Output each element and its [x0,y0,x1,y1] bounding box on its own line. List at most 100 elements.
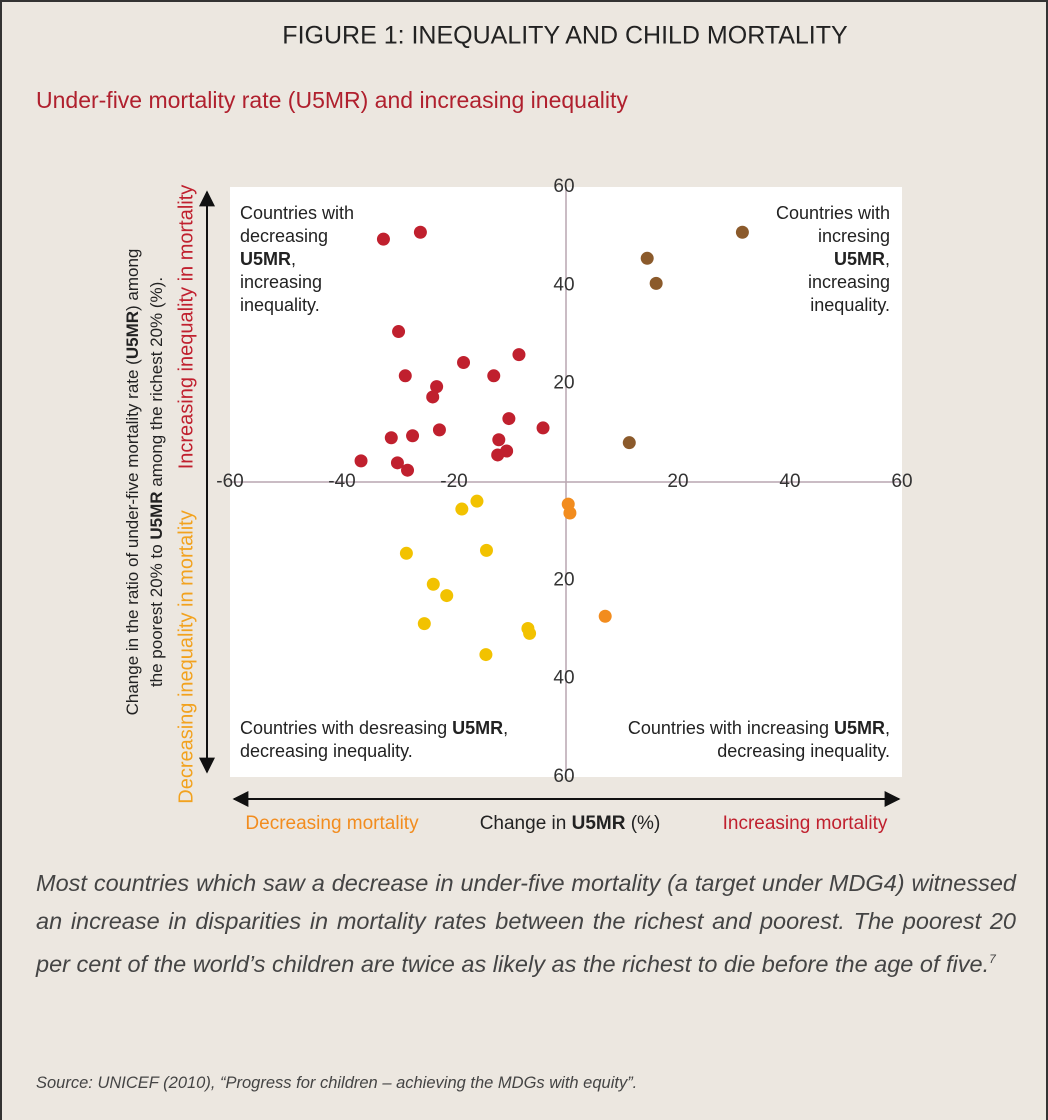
point [399,546,413,560]
point [398,369,412,383]
annotation: inequality. [810,295,890,315]
text-segment: ) among [123,249,142,311]
text-segment: incresing [818,226,890,246]
text-segment: among the richest 20% (%). [147,277,166,491]
text-segment: Countries with increasing [628,718,834,738]
point [457,356,471,370]
text-segment: Change in the ratio of under-five mortal… [123,359,142,716]
text-segment: decreasing [240,226,328,246]
point [376,232,390,246]
point [384,431,398,445]
bold-text: U5MR [834,249,885,269]
point [354,454,368,468]
text-segment: Change in [480,813,572,834]
point [563,506,577,520]
text-segment: (%) [625,813,660,834]
point [491,448,505,462]
annotation: decreasing [240,226,328,246]
text-segment: , [885,249,890,269]
y-tick-label: 40 [553,668,574,689]
text-segment: Countries with [240,203,354,223]
point [426,390,440,404]
caption-text: Most countries which saw a decrease in u… [36,870,1016,977]
point [455,502,469,516]
x-tick-label: -40 [328,471,355,492]
point [470,494,484,508]
point [390,456,404,470]
point [479,543,493,557]
y-axis-title: the poorest 20% to U5MR among the riches… [147,277,166,687]
point [598,609,612,623]
bold-text: U5MR [123,311,142,359]
x-tick-label: 40 [779,471,800,492]
x-tick-label: 20 [667,471,688,492]
y-tick-label: 20 [553,569,574,590]
y-tick-label: 40 [553,274,574,295]
point [735,225,749,239]
point [492,433,506,447]
point [523,626,537,640]
y-tick-label: 20 [553,373,574,394]
point [649,276,663,290]
text-segment: decreasing inequality. [717,741,890,761]
text-segment: increasing [808,272,890,292]
point [426,577,440,591]
source: Source: UNICEF (2010), “Progress for chi… [36,1074,638,1092]
point [622,436,636,450]
point [401,463,415,477]
text-segment: increasing [240,272,322,292]
text-segment: the poorest 20% to [147,540,166,687]
text-segment: Countries with desreasing [240,718,452,738]
annotation: Countries with [240,203,354,223]
x-arrow-label-right: Increasing mortality [723,813,888,834]
caption: Most countries which saw a decrease in u… [36,864,1016,983]
text-segment: Countries with [776,203,890,223]
y-axis-title: Change in the ratio of under-five mortal… [123,249,142,716]
bold-text: U5MR [452,718,503,738]
point [479,648,493,662]
point [417,617,431,631]
point [432,423,446,437]
annotation: decreasing inequality. [240,741,413,761]
point [536,421,550,435]
text-segment: decreasing inequality. [240,741,413,761]
x-axis-title: Change in U5MR (%) [480,813,661,834]
chart: FIGURE 1: INEQUALITY AND CHILD MORTALITY… [36,22,913,834]
point [512,348,526,362]
bold-text: U5MR [834,718,885,738]
point [640,251,654,265]
annotation: increasing [808,272,890,292]
point [413,225,427,239]
x-tick-label: -20 [440,471,467,492]
text-segment: , [291,249,296,269]
bold-text: U5MR [572,813,626,834]
annotation: decreasing inequality. [717,741,890,761]
bold-text: U5MR [147,491,166,539]
annotation: increasing [240,272,322,292]
y-tick-label: 60 [553,176,574,197]
y-tick-label: 60 [553,766,574,787]
text-segment: inequality. [240,295,320,315]
bold-text: U5MR [240,249,291,269]
y-arrow-label-top: Increasing inequality in mortality [175,185,197,470]
annotation: Countries with increasing U5MR, [628,718,890,738]
chart-subtitle: Under-five mortality rate (U5MR) and inc… [36,87,628,113]
x-tick-label: -60 [216,471,243,492]
point [487,369,501,383]
annotation: incresing [818,226,890,246]
footnote-mark: 7 [989,952,996,966]
point [502,412,516,426]
annotation: U5MR, [834,249,890,269]
text-segment: , [503,718,508,738]
x-arrow-label-left: Decreasing mortality [245,813,419,834]
annotation: Countries with [776,203,890,223]
point [430,380,444,394]
x-tick-label: 60 [891,471,912,492]
annotation: Countries with desreasing U5MR, [240,718,508,738]
annotation: inequality. [240,295,320,315]
point [392,325,406,339]
point [406,429,420,443]
y-arrow-label-bottom: Decreasing inequality in mortality [175,510,197,803]
text-segment: , [885,718,890,738]
